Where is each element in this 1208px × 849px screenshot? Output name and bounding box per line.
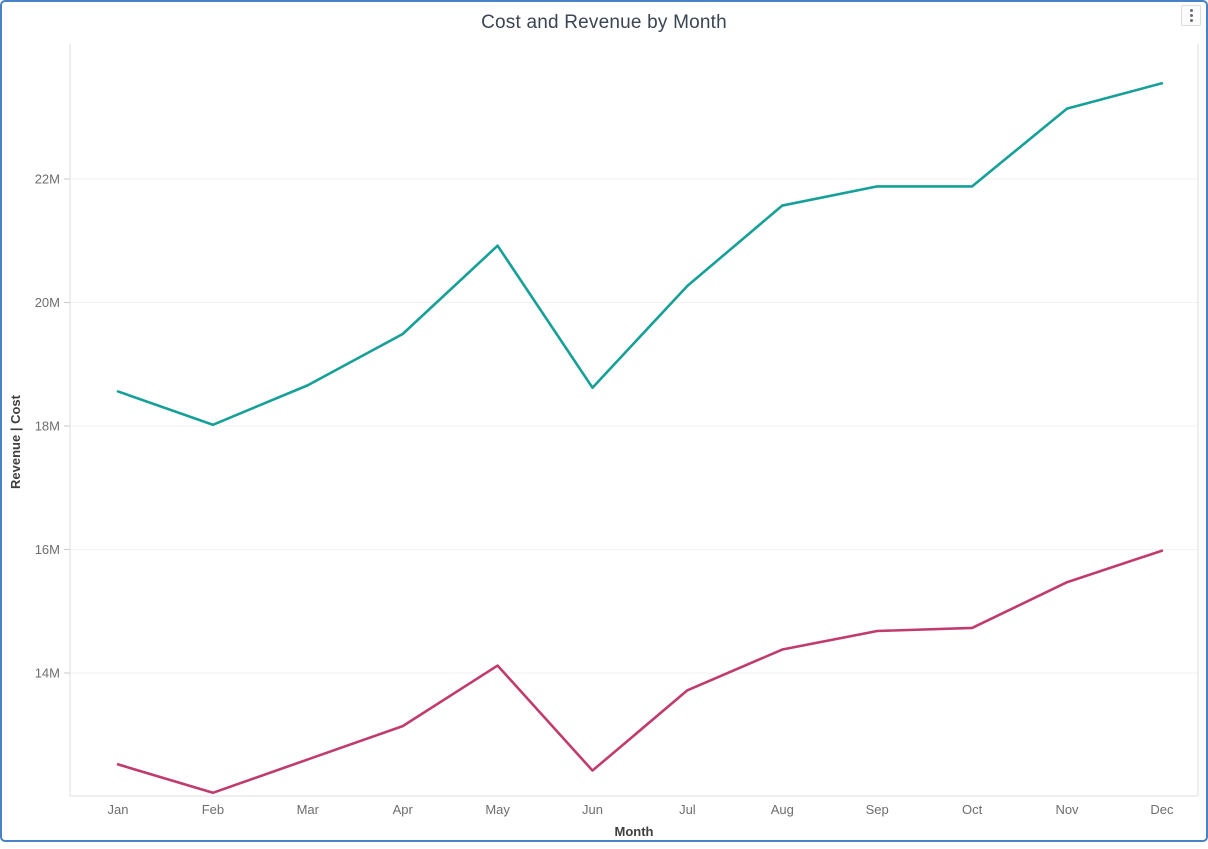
kebab-icon (1189, 19, 1193, 22)
more-options-button[interactable] (1181, 5, 1201, 26)
y-axis-tick-label: 22M (35, 172, 60, 187)
x-axis-tick-label: Jan (108, 802, 129, 817)
x-axis-tick-label: Aug (771, 802, 794, 817)
x-axis-tick-label: Jun (582, 802, 603, 817)
y-axis-tick-label: 18M (35, 419, 60, 434)
chart-title: Cost and Revenue by Month (481, 12, 727, 33)
x-axis-tick-label: Mar (297, 802, 320, 817)
x-axis-tick-label: Feb (202, 802, 224, 817)
kebab-icon (1189, 14, 1193, 17)
x-axis-tick-label: Nov (1055, 802, 1079, 817)
x-axis-title: Month (615, 824, 654, 839)
y-axis-tick-label: 14M (35, 666, 60, 681)
cost-line[interactable] (116, 549, 1164, 795)
x-axis-tick-label: May (485, 802, 510, 817)
x-axis-tick-label: Dec (1150, 802, 1174, 817)
x-axis-tick-label: Oct (962, 802, 983, 817)
y-axis-title: Revenue | Cost (8, 394, 23, 489)
y-axis-tick-label: 20M (35, 295, 60, 310)
kebab-icon (1189, 9, 1193, 12)
y-axis-tick-label: 16M (35, 542, 60, 557)
x-axis-tick-label: Apr (393, 802, 414, 817)
x-axis-tick-label: Sep (866, 802, 889, 817)
x-axis-tick-label: Jul (679, 802, 696, 817)
revenue-line[interactable] (116, 81, 1164, 427)
